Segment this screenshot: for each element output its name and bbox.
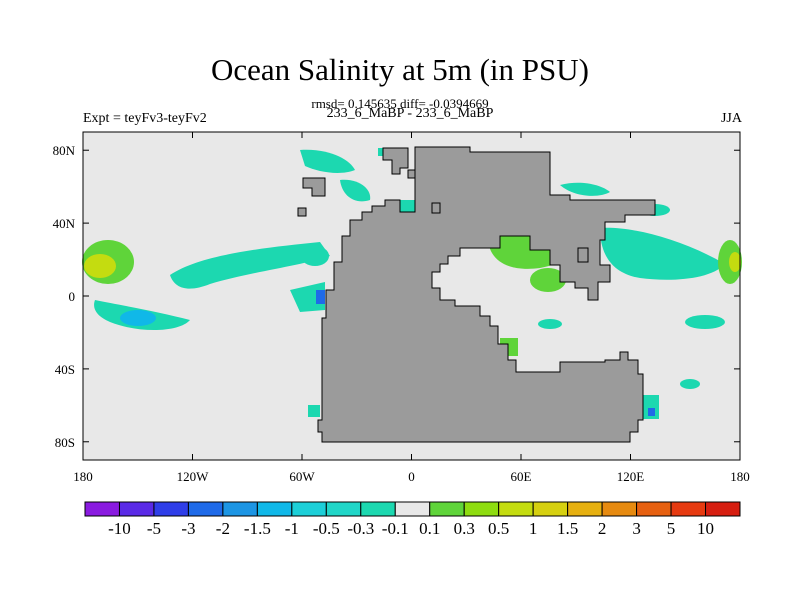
colorbar-label: -1 xyxy=(285,519,299,538)
colorbar-label: 5 xyxy=(667,519,676,538)
patch-east-edge-core xyxy=(729,252,741,272)
season-label: JJA xyxy=(720,111,742,126)
map-axes: 180 120W 60W 0 60E 120E 180 80N 40N 0 40S 80S xyxy=(53,132,750,484)
colorbar-swatch xyxy=(601,501,638,517)
x-tick-label: 180 xyxy=(730,469,750,484)
x-tick-label: 120E xyxy=(617,469,645,484)
patch-north-asia xyxy=(560,182,610,196)
patch-indian-ocean xyxy=(600,227,725,280)
patch-south-atlantic xyxy=(538,319,562,329)
colorbar-label: 10 xyxy=(697,519,714,538)
patch-arctic-2 xyxy=(340,179,371,202)
colorbar-label: -0.3 xyxy=(347,519,374,538)
land-main-continent xyxy=(317,146,656,443)
colorbar-label: -10 xyxy=(108,519,131,538)
colorbar-swatch xyxy=(463,501,500,517)
colorbar: -10 -5 -3 -2 -1.5 -1 -0.5 -0.3 -0.1 0.1 0.3 0.5 1 1.5… xyxy=(84,501,741,538)
y-tick-label: 0 xyxy=(69,289,76,304)
colorbar-swatch xyxy=(325,501,362,517)
land-small-island-3 xyxy=(577,247,589,263)
case-label: 233_6_MaBP - 233_6_MaBP xyxy=(326,106,494,121)
colorbar-swatch xyxy=(222,501,258,517)
map-title: Ocean Salinity at 5m (in PSU) xyxy=(211,52,589,87)
colorbar-swatch xyxy=(636,501,672,517)
colorbar-swatch xyxy=(705,501,741,517)
y-tick-label: 80S xyxy=(55,435,75,450)
colorbar-label: 0.1 xyxy=(419,519,440,538)
patch-red-sea xyxy=(530,268,566,292)
colorbar-label: -5 xyxy=(147,519,161,538)
stats-label: rmsd= 0.145635 diff= -0.0394669 xyxy=(311,96,489,111)
patch-southern-ocean xyxy=(680,379,700,389)
y-tick-label: 40S xyxy=(55,362,75,377)
colorbar-swatch xyxy=(153,501,189,517)
colorbar-swatch xyxy=(291,501,327,517)
colorbar-label: 1 xyxy=(529,519,538,538)
patch-east-pacific xyxy=(290,282,325,312)
colorbar-swatch xyxy=(498,501,534,517)
colorbar-swatch xyxy=(394,501,431,517)
colorbar-swatch xyxy=(360,501,396,517)
colorbar-label: 3 xyxy=(632,519,641,538)
colorbar-label: -2 xyxy=(216,519,230,538)
land-arctic-island-1 xyxy=(382,147,409,175)
patch-south-pacific-core xyxy=(120,310,156,326)
colorbar-swatch xyxy=(567,501,603,517)
colorbar-label: -0.5 xyxy=(313,519,340,538)
patch-far-south xyxy=(308,405,320,417)
x-tick-label: 60E xyxy=(511,469,532,484)
y-tick-label: 40N xyxy=(53,216,76,231)
y-tick-label: 80N xyxy=(53,143,76,158)
colorbar-label: 1.5 xyxy=(557,519,578,538)
colorbar-label: -1.5 xyxy=(244,519,271,538)
colorbar-swatch xyxy=(429,501,465,517)
land-arctic-island-2 xyxy=(302,177,326,197)
experiment-label: Expt = teyFv3-teyFv2 xyxy=(83,111,207,126)
patch-mexico xyxy=(301,246,329,266)
x-tick-label: 120W xyxy=(177,469,210,484)
patch-south-indian xyxy=(685,315,725,329)
colorbar-swatch xyxy=(118,501,155,517)
colorbar-label: 2 xyxy=(598,519,607,538)
colorbar-swatch xyxy=(532,501,569,517)
land-small-island-2 xyxy=(431,202,441,214)
x-tick-label: 180 xyxy=(73,469,93,484)
colorbar-label: 0.3 xyxy=(454,519,475,538)
patch-south-cape-low xyxy=(648,408,655,416)
colorbar-label: 0.5 xyxy=(488,519,509,538)
colorbar-swatch xyxy=(670,501,707,517)
land-masses xyxy=(297,146,656,443)
colorbar-swatch xyxy=(84,501,120,517)
patch-arctic-1 xyxy=(300,149,355,173)
land-small-island-4 xyxy=(407,169,416,179)
patch-pacific-west-core xyxy=(84,254,116,278)
x-tick-label: 0 xyxy=(408,469,415,484)
patch-east-pacific-low xyxy=(316,290,325,304)
x-tick-label: 60W xyxy=(289,469,315,484)
colorbar-label: -3 xyxy=(181,519,195,538)
land-small-island-1 xyxy=(297,207,307,217)
colorbar-swatch xyxy=(187,501,224,517)
patch-tropical-pacific xyxy=(170,242,330,289)
colorbar-swatch xyxy=(256,501,293,517)
colorbar-label: -0.1 xyxy=(382,519,409,538)
